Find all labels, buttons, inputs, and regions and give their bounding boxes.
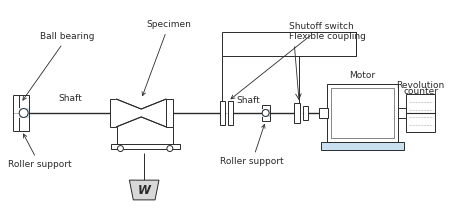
Bar	[331, 88, 394, 138]
Bar	[319, 108, 328, 118]
Bar	[19, 95, 28, 131]
Bar	[398, 108, 406, 118]
Circle shape	[19, 109, 28, 118]
Polygon shape	[117, 99, 166, 127]
Bar	[166, 99, 173, 127]
Bar	[222, 32, 356, 56]
Text: Shaft: Shaft	[236, 96, 260, 105]
Text: Shutoff switch: Shutoff switch	[231, 22, 354, 99]
Text: Motor: Motor	[349, 71, 375, 81]
Text: Roller support: Roller support	[220, 124, 284, 166]
Text: counter: counter	[403, 87, 438, 96]
Bar	[220, 101, 225, 125]
Text: Shaft: Shaft	[58, 94, 82, 103]
Text: Flexible coupling: Flexible coupling	[289, 32, 366, 41]
Text: W: W	[137, 184, 151, 196]
Text: Roller support: Roller support	[8, 134, 72, 169]
Polygon shape	[129, 180, 159, 200]
Text: Ball bearing: Ball bearing	[23, 32, 95, 100]
Bar	[262, 105, 270, 121]
Circle shape	[167, 146, 173, 151]
Text: Specimen: Specimen	[142, 20, 191, 96]
Bar	[321, 142, 404, 149]
Circle shape	[118, 146, 123, 151]
Bar	[110, 144, 180, 149]
Bar	[406, 94, 436, 132]
Circle shape	[262, 109, 269, 116]
Bar	[19, 108, 28, 118]
Bar	[228, 101, 233, 125]
Bar	[294, 103, 300, 123]
Text: Revolution: Revolution	[397, 81, 445, 90]
Bar	[303, 106, 308, 120]
Bar	[262, 109, 270, 117]
Bar	[109, 99, 117, 127]
Bar	[327, 84, 398, 142]
